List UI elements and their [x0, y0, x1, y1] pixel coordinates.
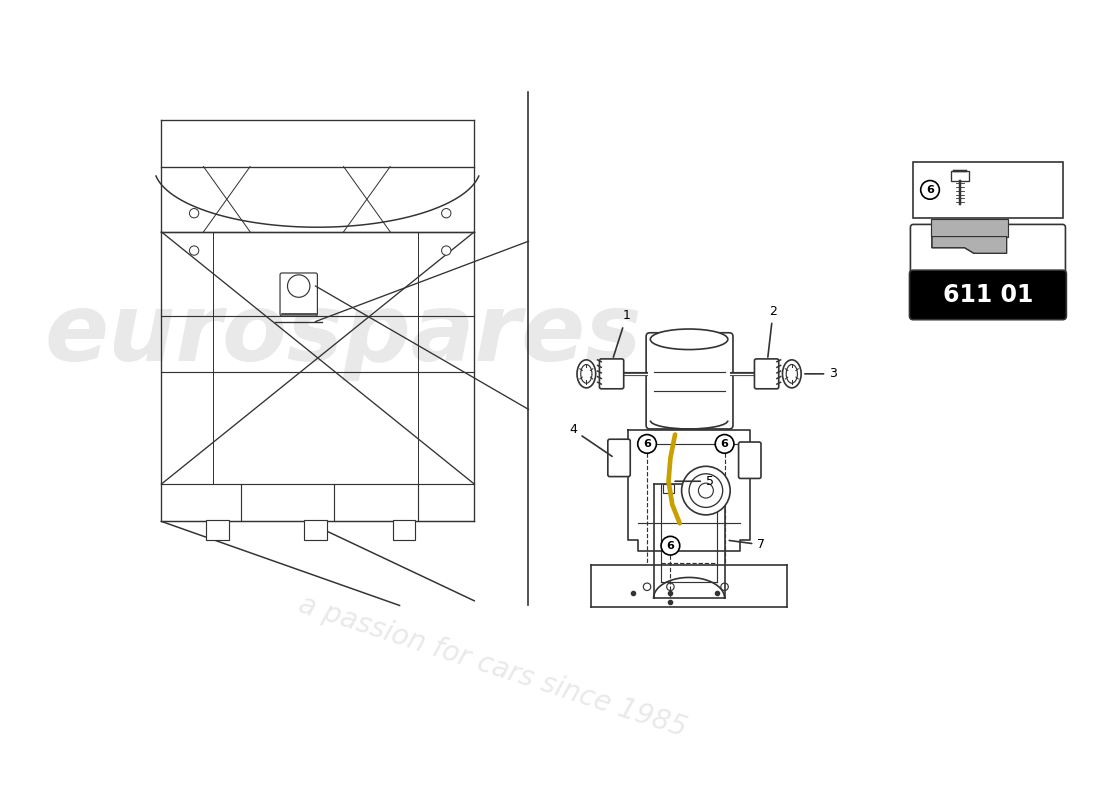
Circle shape: [921, 181, 939, 199]
Text: 5: 5: [675, 474, 714, 488]
FancyBboxPatch shape: [305, 519, 327, 540]
FancyBboxPatch shape: [931, 219, 1008, 238]
Text: eurospares: eurospares: [45, 289, 642, 381]
FancyBboxPatch shape: [646, 333, 733, 429]
Ellipse shape: [782, 360, 801, 388]
Text: 6: 6: [644, 439, 651, 449]
Circle shape: [715, 434, 734, 454]
FancyBboxPatch shape: [206, 519, 229, 540]
FancyBboxPatch shape: [600, 359, 624, 389]
Polygon shape: [932, 237, 1006, 254]
FancyBboxPatch shape: [911, 225, 1066, 282]
Polygon shape: [628, 430, 750, 551]
Circle shape: [441, 246, 451, 255]
Circle shape: [638, 434, 657, 454]
Ellipse shape: [650, 329, 728, 350]
FancyBboxPatch shape: [608, 439, 630, 477]
FancyBboxPatch shape: [738, 442, 761, 478]
Bar: [913, 162, 1063, 218]
Text: 4: 4: [569, 423, 612, 456]
Text: 3: 3: [805, 367, 837, 380]
Ellipse shape: [578, 360, 596, 388]
Text: a passion for cars since 1985: a passion for cars since 1985: [296, 590, 691, 742]
Circle shape: [189, 246, 199, 255]
Text: 611 01: 611 01: [943, 283, 1033, 307]
Text: 7: 7: [729, 538, 766, 551]
Circle shape: [287, 275, 310, 298]
Polygon shape: [704, 484, 715, 494]
Text: 1: 1: [614, 310, 630, 357]
Circle shape: [661, 536, 680, 555]
Text: 6: 6: [926, 185, 934, 195]
FancyBboxPatch shape: [755, 359, 779, 389]
FancyBboxPatch shape: [280, 273, 318, 316]
Polygon shape: [653, 484, 725, 598]
Circle shape: [189, 209, 199, 218]
FancyBboxPatch shape: [393, 519, 416, 540]
Polygon shape: [663, 484, 674, 494]
FancyBboxPatch shape: [910, 270, 1066, 320]
Circle shape: [441, 209, 451, 218]
Text: 2: 2: [768, 305, 777, 357]
Circle shape: [682, 466, 730, 515]
Polygon shape: [653, 578, 725, 598]
Polygon shape: [591, 566, 788, 607]
Text: 6: 6: [667, 541, 674, 550]
Text: 6: 6: [720, 439, 728, 449]
Polygon shape: [950, 171, 969, 181]
